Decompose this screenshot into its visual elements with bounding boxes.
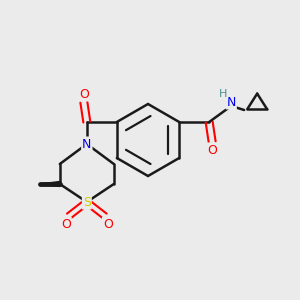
Text: O: O xyxy=(207,143,217,157)
Text: H: H xyxy=(219,89,227,99)
Text: O: O xyxy=(79,88,89,100)
Text: O: O xyxy=(103,218,113,230)
Text: N: N xyxy=(226,95,236,109)
Text: O: O xyxy=(61,218,71,230)
Text: S: S xyxy=(83,196,91,208)
Polygon shape xyxy=(40,182,60,187)
Text: N: N xyxy=(82,137,92,151)
